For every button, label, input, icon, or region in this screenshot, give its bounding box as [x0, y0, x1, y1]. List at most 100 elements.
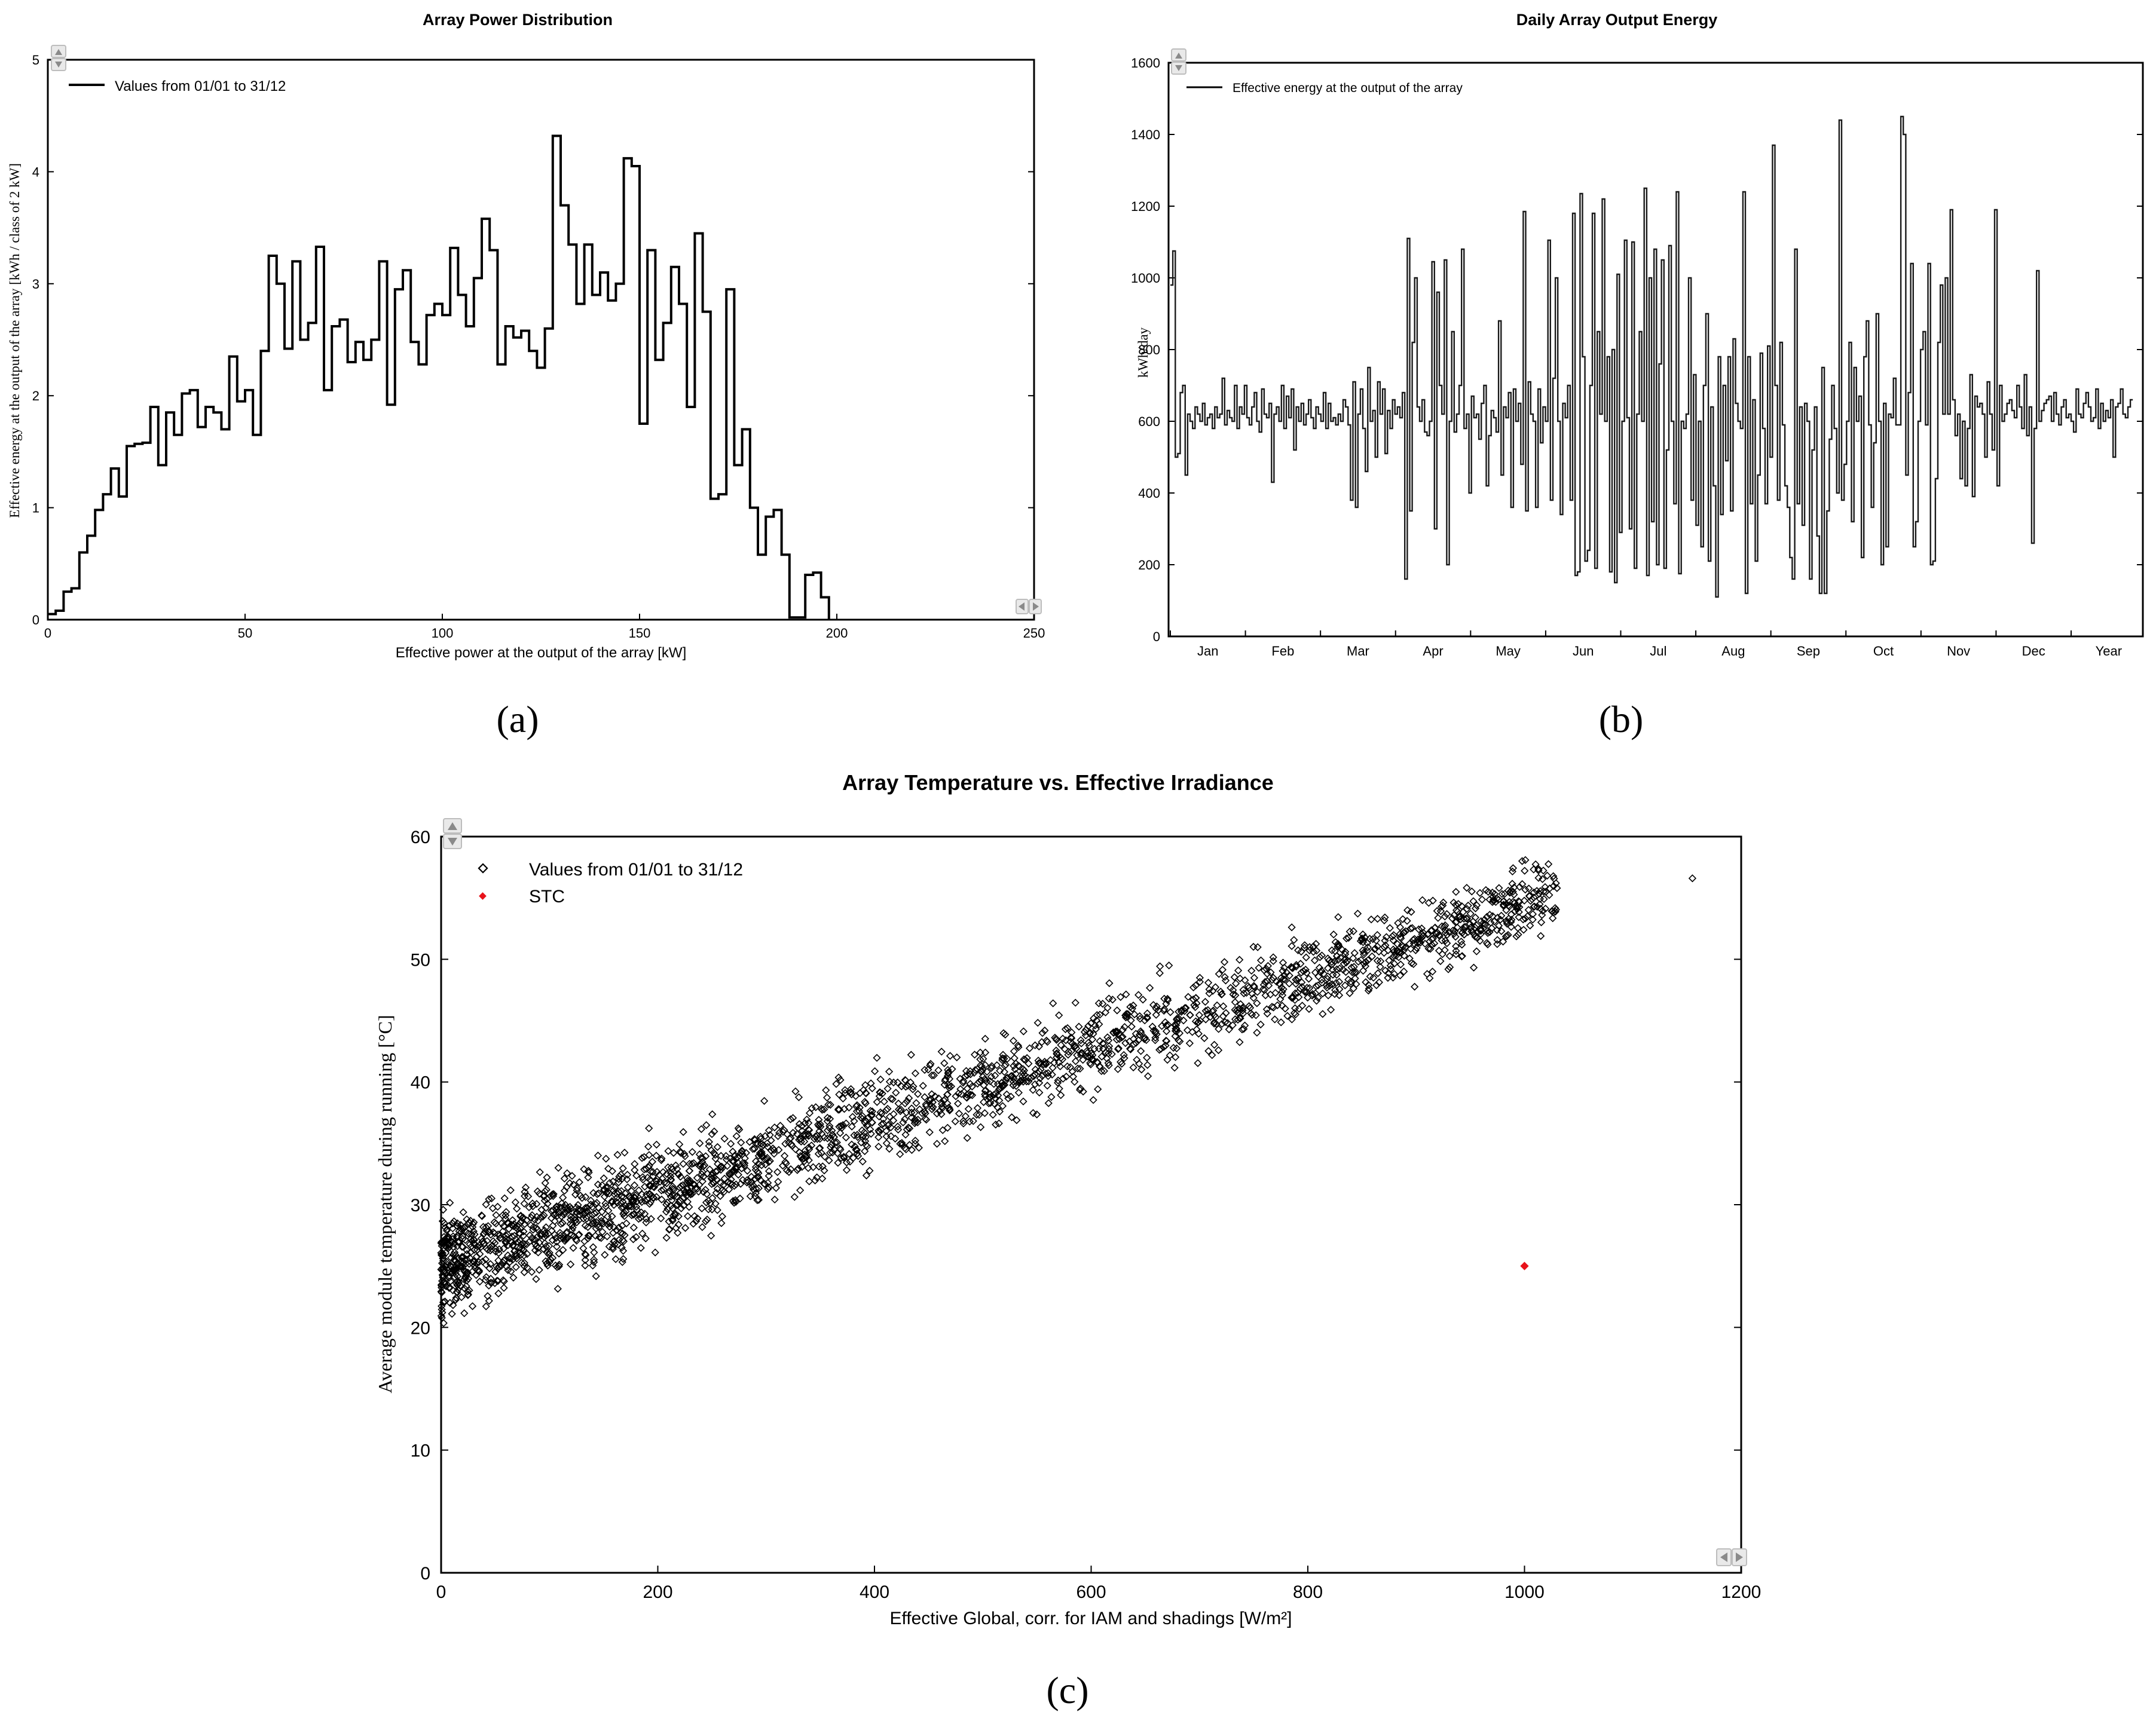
- scatter-point: [1143, 1054, 1151, 1062]
- scatter-point: [1310, 956, 1319, 964]
- scatter-point: [842, 1166, 851, 1174]
- scatter-point: [494, 1289, 503, 1298]
- scatter-point: [1412, 944, 1421, 952]
- scatter-point: [800, 1150, 809, 1159]
- scatter-point: [1528, 915, 1537, 924]
- scatter-point: [1095, 1020, 1103, 1028]
- scatter-point: [1229, 990, 1237, 999]
- scatter-point: [929, 1103, 937, 1111]
- scatter-point: [945, 1074, 954, 1083]
- scatter-point: [937, 1100, 946, 1108]
- scatter-point: [528, 1267, 536, 1276]
- scatter-point: [678, 1181, 687, 1189]
- scatter-point: [637, 1196, 645, 1204]
- scatter-point: [1219, 1002, 1228, 1010]
- scatter-point: [822, 1086, 830, 1095]
- chart-a-scroll-down[interactable]: [51, 58, 66, 71]
- scatter-point: [1485, 928, 1494, 936]
- scatter-point: [1221, 1018, 1230, 1027]
- scatter-point: [1126, 1045, 1135, 1054]
- scatter-point: [803, 1115, 811, 1124]
- scatter-point: [463, 1250, 471, 1258]
- scatter-point: [732, 1154, 741, 1163]
- scatter-point: [1261, 991, 1270, 1000]
- scatter-point: [796, 1135, 805, 1143]
- scatter-point: [621, 1201, 629, 1210]
- scatter-point: [1023, 1054, 1031, 1062]
- scatter-point: [448, 1224, 457, 1233]
- scatter-point: [465, 1218, 473, 1227]
- scatter-point: [1473, 933, 1482, 942]
- scatter-point: [1104, 1059, 1112, 1067]
- scatter-point: [662, 1179, 671, 1187]
- chart-a-scroll-left[interactable]: [1016, 599, 1029, 614]
- scatter-point: [1151, 1033, 1160, 1042]
- scatter-point: [708, 1130, 716, 1138]
- scatter-point: [1231, 1015, 1240, 1024]
- chart-a-title: Array Power Distribution: [423, 11, 613, 29]
- scatter-point: [1201, 1015, 1210, 1024]
- scatter-point: [1014, 1088, 1023, 1097]
- scatter-point: [937, 1048, 946, 1056]
- scatter-point: [1530, 888, 1538, 897]
- scatter-point: [909, 1082, 918, 1091]
- scatter-point: [595, 1233, 604, 1242]
- scatter-point: [1347, 978, 1355, 986]
- scatter-point: [1120, 1051, 1128, 1059]
- scatter-point: [1549, 872, 1558, 880]
- scatter-point: [1025, 1077, 1033, 1086]
- scatter-point: [1175, 1007, 1183, 1016]
- scatter-point: [584, 1232, 592, 1240]
- scatter-point: [552, 1203, 561, 1211]
- chart-b-scroll-down[interactable]: [1171, 62, 1186, 75]
- chart-c-scroll-up[interactable]: [443, 818, 462, 834]
- scatter-point: [638, 1154, 646, 1162]
- scatter-point: [604, 1165, 613, 1173]
- chart-b-x-tick-label: Dec: [2022, 644, 2045, 659]
- scatter-point: [446, 1199, 454, 1207]
- scatter-point: [546, 1255, 555, 1263]
- scatter-point: [451, 1251, 460, 1259]
- scatter-point: [764, 1183, 773, 1192]
- scatter-point: [1176, 1037, 1184, 1046]
- scatter-point: [475, 1266, 484, 1275]
- scatter-point: [1464, 901, 1472, 910]
- scatter-point: [720, 1134, 729, 1143]
- scatter-point: [457, 1293, 466, 1301]
- chart-c-scroll-down[interactable]: [443, 834, 462, 849]
- scatter-point: [658, 1174, 666, 1183]
- scatter-point: [1249, 994, 1258, 1002]
- chart-a-scroll-right[interactable]: [1029, 599, 1042, 614]
- scatter-point: [458, 1242, 466, 1251]
- scatter-point: [1370, 945, 1379, 954]
- scatter-point: [1277, 973, 1286, 982]
- chart-b-scroll-up[interactable]: [1171, 48, 1186, 62]
- scatter-point: [696, 1162, 704, 1171]
- scatter-point: [774, 1177, 782, 1186]
- chart-c-x-tick-label: 1200: [1721, 1582, 1762, 1602]
- scatter-point: [757, 1140, 765, 1148]
- chart-a-scroll-up[interactable]: [51, 45, 66, 58]
- scatter-point: [1515, 908, 1523, 916]
- scatter-point: [763, 1143, 772, 1151]
- scatter-point: [1094, 1045, 1103, 1053]
- scatter-point: [1076, 1064, 1084, 1073]
- scatter-point: [1263, 969, 1271, 978]
- scatter-point: [588, 1203, 597, 1211]
- scatter-point: [469, 1220, 477, 1228]
- scatter-point: [1052, 1036, 1061, 1044]
- scatter-point: [662, 1201, 671, 1209]
- scatter-point: [1504, 901, 1513, 910]
- scatter-point: [685, 1166, 694, 1175]
- scatter-point: [1292, 979, 1300, 988]
- scatter-point: [901, 1131, 910, 1139]
- chart-c-scroll-right[interactable]: [1732, 1548, 1747, 1566]
- scatter-point: [1328, 946, 1336, 954]
- scatter-point: [1277, 984, 1286, 992]
- chart-c-scroll-left[interactable]: [1716, 1548, 1732, 1566]
- scatter-point: [1079, 1056, 1087, 1064]
- scatter-point: [1063, 1062, 1072, 1071]
- chart-c-title: Array Temperature vs. Effective Irradian…: [842, 770, 1274, 795]
- chart-c-x-tick-label: 200: [643, 1582, 672, 1602]
- scatter-point: [451, 1257, 460, 1266]
